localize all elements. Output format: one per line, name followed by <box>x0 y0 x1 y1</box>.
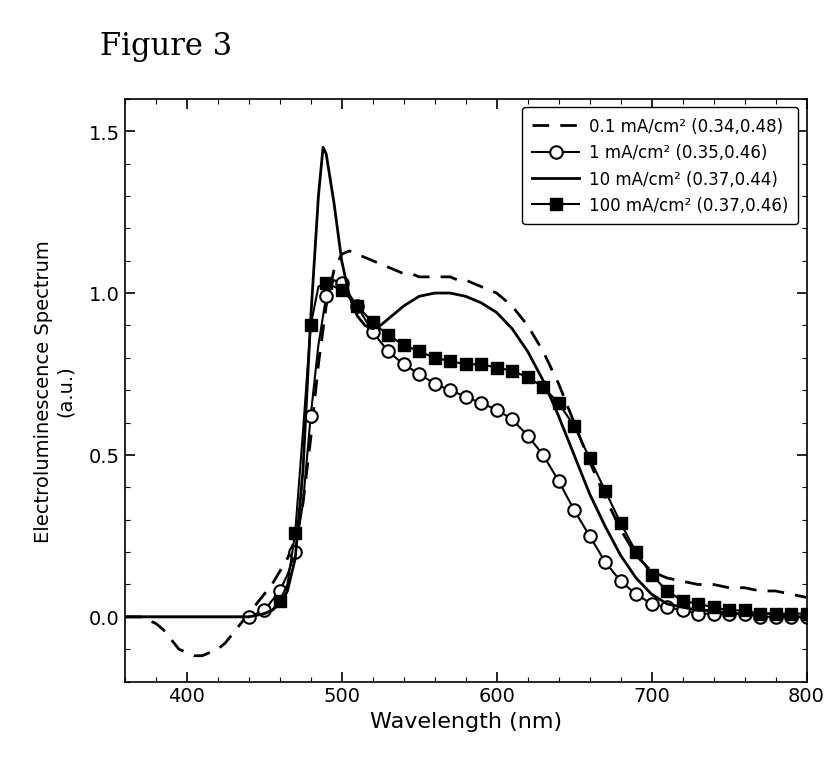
100 mA/cm² (0.37,0.46) <box>553 399 563 408</box>
100 mA/cm² (0.37,0.46) <box>708 603 718 612</box>
100 mA/cm² (0.37,0.46) <box>584 454 594 463</box>
100 mA/cm² (0.37,0.46) <box>693 600 703 609</box>
1 mA/cm² (0.35,0.46) <box>755 613 765 622</box>
Line: 10 mA/cm² (0.37,0.44): 10 mA/cm² (0.37,0.44) <box>125 148 806 617</box>
100 mA/cm² (0.37,0.46) <box>770 609 780 618</box>
0.1 mA/cm² (0.34,0.48) <box>785 590 795 599</box>
10 mA/cm² (0.37,0.44) <box>801 613 811 622</box>
100 mA/cm² (0.37,0.46) <box>337 286 347 295</box>
0.1 mA/cm² (0.34,0.48) <box>120 613 130 622</box>
1 mA/cm² (0.35,0.46) <box>739 609 749 618</box>
1 mA/cm² (0.35,0.46) <box>460 392 470 401</box>
1 mA/cm² (0.35,0.46) <box>398 360 408 369</box>
1 mA/cm² (0.35,0.46) <box>445 386 455 395</box>
100 mA/cm² (0.37,0.46) <box>724 606 734 615</box>
100 mA/cm² (0.37,0.46) <box>801 609 811 618</box>
100 mA/cm² (0.37,0.46) <box>507 367 517 376</box>
1 mA/cm² (0.35,0.46) <box>306 412 316 421</box>
1 mA/cm² (0.35,0.46) <box>383 347 393 356</box>
100 mA/cm² (0.37,0.46) <box>430 354 440 363</box>
1 mA/cm² (0.35,0.46) <box>290 548 300 557</box>
100 mA/cm² (0.37,0.46) <box>367 318 377 327</box>
1 mA/cm² (0.35,0.46) <box>661 603 671 612</box>
100 mA/cm² (0.37,0.46) <box>476 360 486 369</box>
10 mA/cm² (0.37,0.44) <box>318 143 328 152</box>
100 mA/cm² (0.37,0.46) <box>383 331 393 340</box>
100 mA/cm² (0.37,0.46) <box>568 421 578 430</box>
0.1 mA/cm² (0.34,0.48) <box>584 457 594 466</box>
0.1 mA/cm² (0.34,0.48) <box>437 273 447 282</box>
1 mA/cm² (0.35,0.46) <box>507 415 517 424</box>
0.1 mA/cm² (0.34,0.48) <box>801 593 811 602</box>
1 mA/cm² (0.35,0.46) <box>367 328 377 337</box>
100 mA/cm² (0.37,0.46) <box>274 596 284 605</box>
Line: 1 mA/cm² (0.35,0.46): 1 mA/cm² (0.35,0.46) <box>243 278 813 624</box>
100 mA/cm² (0.37,0.46) <box>321 280 331 289</box>
1 mA/cm² (0.35,0.46) <box>647 600 656 609</box>
100 mA/cm² (0.37,0.46) <box>647 571 656 580</box>
1 mA/cm² (0.35,0.46) <box>801 613 811 622</box>
100 mA/cm² (0.37,0.46) <box>538 383 548 392</box>
X-axis label: Wavelength (nm): Wavelength (nm) <box>369 711 562 731</box>
10 mA/cm² (0.37,0.44) <box>476 299 486 308</box>
1 mA/cm² (0.35,0.46) <box>600 558 610 567</box>
Line: 0.1 mA/cm² (0.34,0.48): 0.1 mA/cm² (0.34,0.48) <box>125 251 806 656</box>
1 mA/cm² (0.35,0.46) <box>538 450 548 460</box>
100 mA/cm² (0.37,0.46) <box>445 357 455 366</box>
1 mA/cm² (0.35,0.46) <box>785 613 795 622</box>
1 mA/cm² (0.35,0.46) <box>274 587 284 596</box>
100 mA/cm² (0.37,0.46) <box>290 529 300 538</box>
10 mA/cm² (0.37,0.44) <box>120 613 130 622</box>
100 mA/cm² (0.37,0.46) <box>523 373 533 382</box>
0.1 mA/cm² (0.34,0.48) <box>344 247 354 256</box>
10 mA/cm² (0.37,0.44) <box>259 609 269 618</box>
100 mA/cm² (0.37,0.46) <box>306 322 316 331</box>
0.1 mA/cm² (0.34,0.48) <box>228 629 238 638</box>
1 mA/cm² (0.35,0.46) <box>770 613 780 622</box>
100 mA/cm² (0.37,0.46) <box>755 609 765 618</box>
1 mA/cm² (0.35,0.46) <box>430 380 440 389</box>
1 mA/cm² (0.35,0.46) <box>259 606 269 615</box>
1 mA/cm² (0.35,0.46) <box>615 577 625 586</box>
1 mA/cm² (0.35,0.46) <box>724 609 734 618</box>
10 mA/cm² (0.37,0.44) <box>445 289 455 298</box>
1 mA/cm² (0.35,0.46) <box>352 302 362 311</box>
1 mA/cm² (0.35,0.46) <box>693 609 703 618</box>
100 mA/cm² (0.37,0.46) <box>460 360 470 369</box>
100 mA/cm² (0.37,0.46) <box>661 587 671 596</box>
1 mA/cm² (0.35,0.46) <box>553 476 563 486</box>
1 mA/cm² (0.35,0.46) <box>491 405 501 414</box>
1 mA/cm² (0.35,0.46) <box>584 532 594 541</box>
10 mA/cm² (0.37,0.44) <box>491 309 501 318</box>
100 mA/cm² (0.37,0.46) <box>631 548 641 557</box>
0.1 mA/cm² (0.34,0.48) <box>159 625 169 634</box>
100 mA/cm² (0.37,0.46) <box>352 302 362 311</box>
1 mA/cm² (0.35,0.46) <box>568 506 578 515</box>
1 mA/cm² (0.35,0.46) <box>708 609 718 618</box>
10 mA/cm² (0.37,0.44) <box>344 293 354 302</box>
100 mA/cm² (0.37,0.46) <box>600 486 610 496</box>
1 mA/cm² (0.35,0.46) <box>677 606 687 615</box>
100 mA/cm² (0.37,0.46) <box>491 363 501 372</box>
Y-axis label: Electroluminescence Spectrum
(a.u.): Electroluminescence Spectrum (a.u.) <box>34 240 75 542</box>
100 mA/cm² (0.37,0.46) <box>414 347 424 356</box>
Legend: 0.1 mA/cm² (0.34,0.48), 1 mA/cm² (0.35,0.46), 10 mA/cm² (0.37,0.44), 100 mA/cm² : 0.1 mA/cm² (0.34,0.48), 1 mA/cm² (0.35,0… <box>522 108 798 224</box>
100 mA/cm² (0.37,0.46) <box>615 519 625 528</box>
10 mA/cm² (0.37,0.44) <box>553 412 563 421</box>
100 mA/cm² (0.37,0.46) <box>785 609 795 618</box>
100 mA/cm² (0.37,0.46) <box>677 596 687 605</box>
100 mA/cm² (0.37,0.46) <box>739 606 749 615</box>
100 mA/cm² (0.37,0.46) <box>398 341 408 350</box>
1 mA/cm² (0.35,0.46) <box>243 613 253 622</box>
1 mA/cm² (0.35,0.46) <box>414 370 424 379</box>
1 mA/cm² (0.35,0.46) <box>337 280 347 289</box>
0.1 mA/cm² (0.34,0.48) <box>189 651 199 660</box>
1 mA/cm² (0.35,0.46) <box>321 293 331 302</box>
0.1 mA/cm² (0.34,0.48) <box>213 645 223 654</box>
Text: Figure 3: Figure 3 <box>100 31 232 61</box>
1 mA/cm² (0.35,0.46) <box>631 590 641 599</box>
Line: 100 mA/cm² (0.37,0.46): 100 mA/cm² (0.37,0.46) <box>274 278 812 620</box>
1 mA/cm² (0.35,0.46) <box>523 431 533 440</box>
1 mA/cm² (0.35,0.46) <box>476 399 486 408</box>
